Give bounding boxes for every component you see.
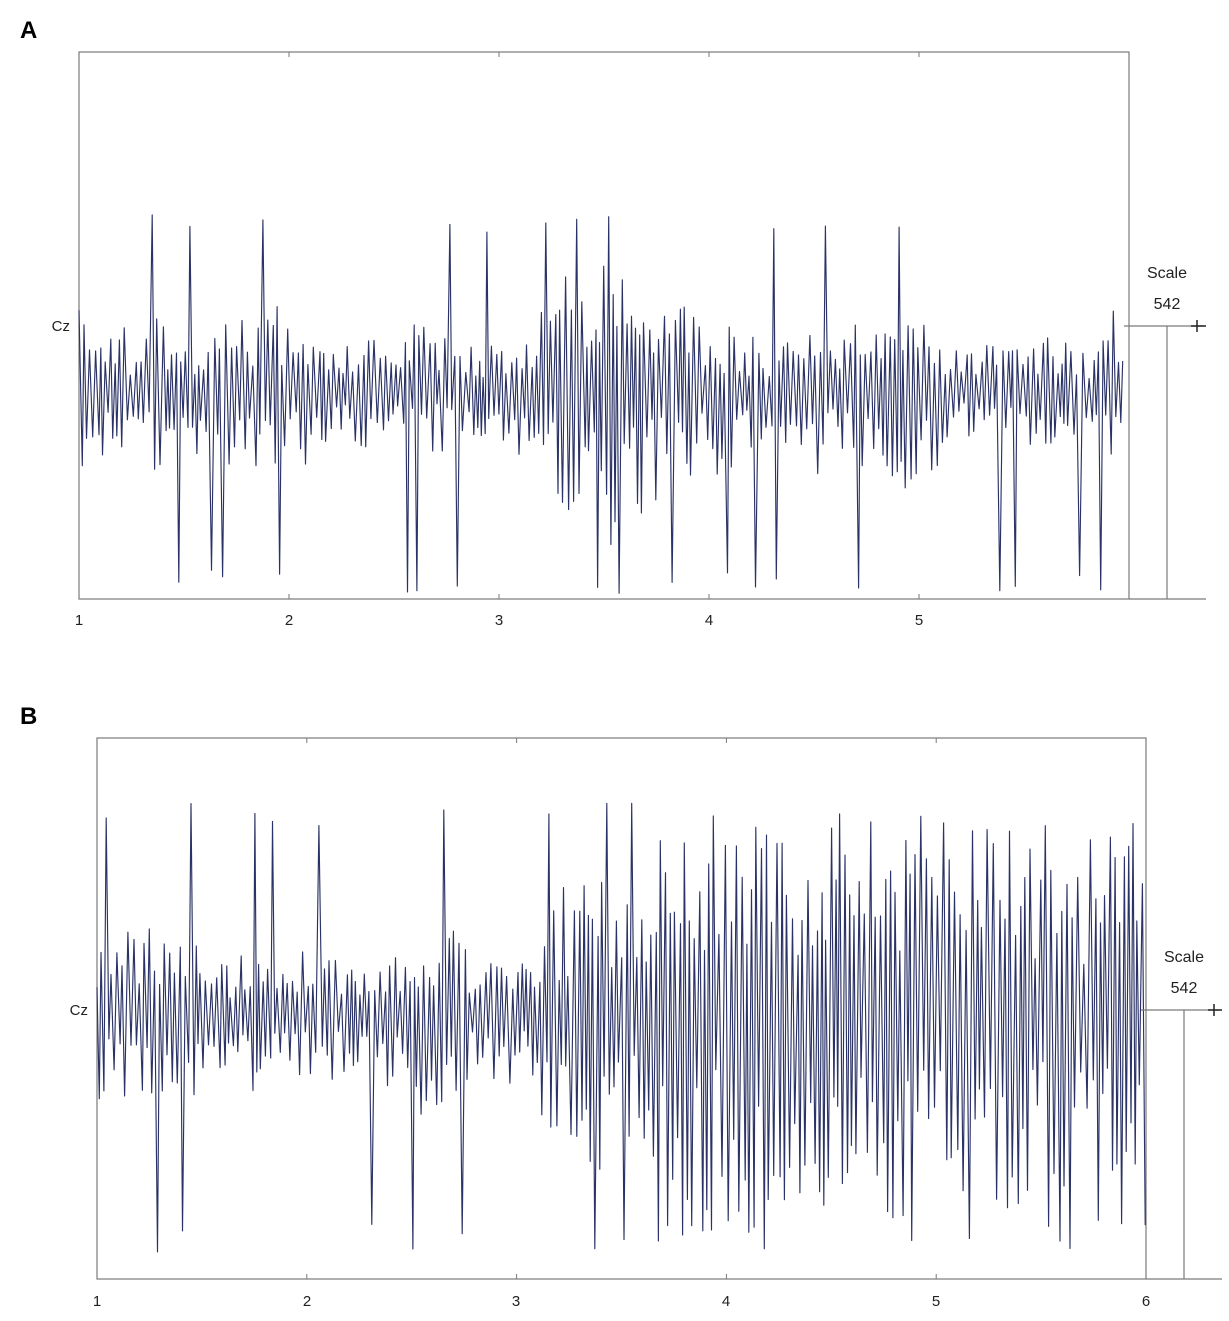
panel-a-ticks — [78, 52, 1130, 599]
panel-b-xtick-label: 4 — [722, 1293, 730, 1310]
panel-b-xtick-label: 3 — [512, 1293, 520, 1310]
panel-b-xtick-label: 6 — [1142, 1293, 1150, 1310]
panel-b-tick-labels: 1 2 3 4 5 6 — [93, 1293, 1150, 1310]
panel-b-ticks — [96, 738, 1147, 1279]
panel-b-xtick-label: 2 — [303, 1293, 311, 1310]
panel-a-scale-value: 542 — [1154, 296, 1181, 313]
panel-b-scale-label: Scale — [1164, 949, 1204, 966]
panel-a-tick-labels: 1 2 3 4 5 — [75, 612, 923, 629]
panel-b-channel-label: Cz — [70, 1002, 88, 1019]
panel-a-xtick-label: 4 — [705, 612, 713, 629]
panel-b-xtick-label: 5 — [932, 1293, 940, 1310]
panel-b-letter: B — [20, 703, 37, 730]
panel-b-scale-bar: Scale 542 — [1141, 949, 1222, 1279]
panel-b-scale-value: 542 — [1171, 980, 1198, 997]
panel-a-channel-label: Cz — [52, 318, 70, 335]
panel-a-xtick-label: 1 — [75, 612, 83, 629]
panel-a-xtick-label: 3 — [495, 612, 503, 629]
panel-a-letter: A — [20, 17, 37, 44]
panel-b: B 1 2 3 4 5 6 Cz Scale 542 — [20, 703, 1222, 1310]
panel-a-scale-bar: Scale 542 — [1124, 265, 1206, 599]
panel-b-eeg-trace — [96, 802, 1146, 1253]
panel-a-eeg-trace — [78, 214, 1124, 594]
panel-a: A 1 2 3 4 5 Cz Scale 542 — [20, 17, 1206, 629]
panel-a-xtick-label: 5 — [915, 612, 923, 629]
panel-a-xtick-label: 2 — [285, 612, 293, 629]
panel-b-xtick-label: 1 — [93, 1293, 101, 1310]
panel-a-scale-label: Scale — [1147, 265, 1187, 282]
